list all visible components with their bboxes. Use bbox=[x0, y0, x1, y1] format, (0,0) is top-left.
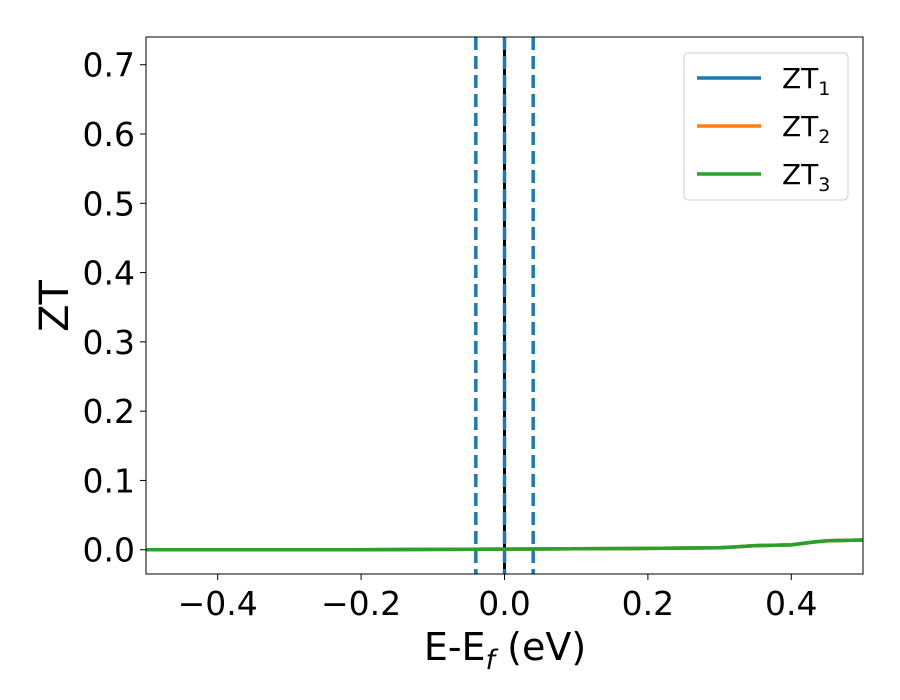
x-tick-label: 0.0 bbox=[478, 584, 530, 623]
y-tick-label: 0.3 bbox=[83, 323, 135, 362]
y-axis-ticks: 0.0 0.1 0.2 0.3 0.4 0.5 0.6 0.7 bbox=[83, 46, 146, 570]
series-lines bbox=[146, 538, 864, 552]
y-tick-label: 0.4 bbox=[83, 254, 135, 293]
series-line-3 bbox=[146, 538, 864, 552]
legend-label-1: ZT1 bbox=[782, 62, 830, 100]
x-axis-label: E-Ef (eV) bbox=[424, 625, 586, 676]
y-tick-label: 0.6 bbox=[83, 115, 135, 154]
y-tick-label: 0.1 bbox=[83, 461, 135, 500]
reference-lines bbox=[474, 37, 535, 574]
legend-frame bbox=[683, 52, 849, 201]
legend: ZT1 ZT2 ZT3 bbox=[683, 52, 849, 201]
legend-label-3: ZT3 bbox=[782, 158, 830, 196]
x-tick-label: −0.4 bbox=[178, 584, 258, 623]
x-tick-label: 0.4 bbox=[765, 584, 817, 623]
y-axis-label: ZT bbox=[32, 280, 78, 332]
y-tick-label: 0.0 bbox=[83, 531, 135, 570]
y-tick-label: 0.5 bbox=[83, 184, 135, 223]
x-axis-ticks: −0.4 −0.2 0.0 0.2 0.4 bbox=[178, 574, 818, 623]
x-tick-label: 0.2 bbox=[622, 584, 674, 623]
legend-entries: ZT1 ZT2 ZT3 bbox=[697, 62, 830, 196]
x-tick-label: −0.2 bbox=[321, 584, 401, 623]
legend-label-2: ZT2 bbox=[782, 110, 830, 148]
y-tick-label: 0.7 bbox=[83, 46, 135, 85]
y-tick-label: 0.2 bbox=[83, 392, 135, 431]
